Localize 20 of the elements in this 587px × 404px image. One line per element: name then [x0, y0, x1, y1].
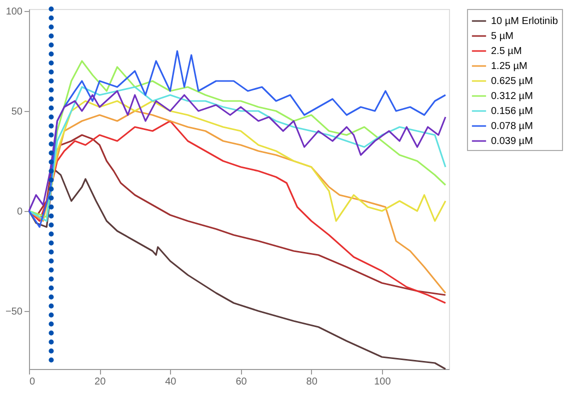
x-tick-label: 80	[306, 376, 318, 388]
x-tick-label: 40	[165, 376, 177, 388]
line-series	[28, 168, 446, 370]
legend-label: 0.156 µM	[491, 106, 533, 117]
y-tick-label: 0	[16, 206, 23, 218]
x-tick-label: 20	[94, 376, 106, 388]
x-tick-label: 0	[30, 376, 36, 388]
legend-label: 0.625 µM	[491, 76, 533, 87]
legend-label: 0.312 µM	[491, 91, 533, 102]
legend-label: 2.5 µM	[491, 46, 522, 57]
y-tick-label: 100	[6, 6, 23, 18]
legend-label: 0.039 µM	[491, 136, 533, 147]
legend-label: 0.078 µM	[491, 121, 533, 132]
y-tick-label: −50	[6, 306, 23, 318]
legend-label: 5 µM	[491, 31, 514, 42]
x-tick-label: 100	[374, 376, 392, 388]
legend-label: 1.25 µM	[491, 61, 528, 72]
x-tick-label: 60	[236, 376, 248, 388]
y-tick-label: 50	[11, 106, 23, 118]
legend-label: 10 µM Erlotinib	[491, 16, 558, 27]
